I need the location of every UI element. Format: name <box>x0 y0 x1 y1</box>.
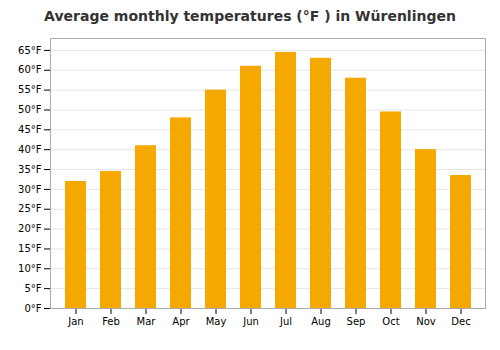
svg-text:20°F: 20°F <box>18 223 42 234</box>
svg-text:Jun: Jun <box>242 316 259 327</box>
svg-text:40°F: 40°F <box>18 144 42 155</box>
svg-text:Sep: Sep <box>347 316 366 327</box>
svg-text:25°F: 25°F <box>18 203 42 214</box>
svg-text:60°F: 60°F <box>18 64 42 75</box>
svg-text:55°F: 55°F <box>18 84 42 95</box>
svg-text:10°F: 10°F <box>18 263 42 274</box>
svg-text:Nov: Nov <box>416 316 436 327</box>
svg-text:Feb: Feb <box>102 316 120 327</box>
svg-text:45°F: 45°F <box>18 124 42 135</box>
svg-text:Jan: Jan <box>67 316 83 327</box>
svg-text:30°F: 30°F <box>18 184 42 195</box>
svg-text:Mar: Mar <box>137 316 157 327</box>
svg-text:Oct: Oct <box>382 316 399 327</box>
svg-text:Jul: Jul <box>279 316 292 327</box>
svg-text:May: May <box>206 316 227 327</box>
svg-text:65°F: 65°F <box>18 45 42 56</box>
html-text:Average monthly temperatures (: Average monthly temperatures (°F ) in Wü… <box>44 8 456 24</box>
svg-text:35°F: 35°F <box>18 164 42 175</box>
svg-text:15°F: 15°F <box>18 243 42 254</box>
svg-text:50°F: 50°F <box>18 104 42 115</box>
svg-text:5°F: 5°F <box>24 283 41 294</box>
svg-text:Dec: Dec <box>451 316 470 327</box>
svg-text:Apr: Apr <box>172 316 190 327</box>
svg-text:Aug: Aug <box>311 316 331 327</box>
svg-text:0°F: 0°F <box>24 303 41 314</box>
